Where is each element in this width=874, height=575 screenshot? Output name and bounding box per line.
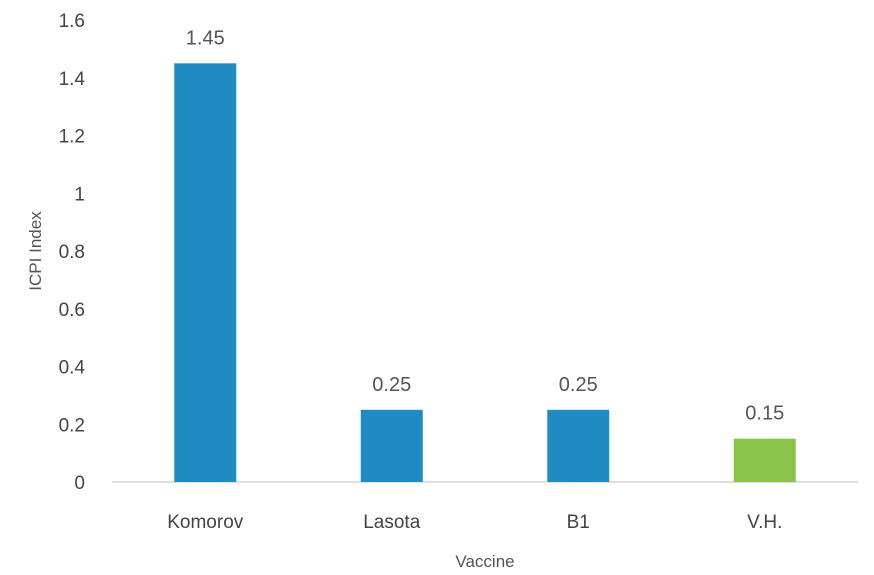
bar-v-h <box>733 438 796 482</box>
data-labels: 1.45 0.25 0.25 0.15 <box>186 27 784 424</box>
y-tick-label: 0.6 <box>59 300 85 321</box>
y-tick-label: 0.4 <box>59 358 86 379</box>
data-label: 0.15 <box>745 403 784 425</box>
x-axis-title: Vaccine <box>455 552 514 571</box>
bar-lasota <box>360 409 423 482</box>
x-tick-label: V.H. <box>747 512 782 533</box>
bar-b1 <box>547 409 610 482</box>
y-tick-label: 1 <box>74 184 85 205</box>
y-axis-title: ICPI Index <box>26 211 45 291</box>
x-tick-label: Lasota <box>363 512 420 533</box>
data-label: 1.45 <box>186 27 225 49</box>
x-tick-label: B1 <box>567 512 590 533</box>
x-tick-label: Komorov <box>167 512 244 533</box>
data-label: 0.25 <box>559 374 598 396</box>
y-axis-ticks: 0 0.2 0.4 0.6 0.8 1 1.2 1.4 1.6 <box>59 11 86 494</box>
data-label: 0.25 <box>372 374 411 396</box>
bar-komorov <box>174 63 237 482</box>
y-tick-label: 1.6 <box>59 11 85 32</box>
bars <box>174 63 796 482</box>
y-tick-label: 1.2 <box>59 127 85 148</box>
y-tick-label: 0.8 <box>59 242 85 263</box>
y-tick-label: 0.2 <box>59 415 85 436</box>
y-tick-label: 1.4 <box>59 69 86 90</box>
x-axis-category-labels: Komorov Lasota B1 V.H. <box>167 512 782 533</box>
y-tick-label: 0 <box>74 473 85 494</box>
